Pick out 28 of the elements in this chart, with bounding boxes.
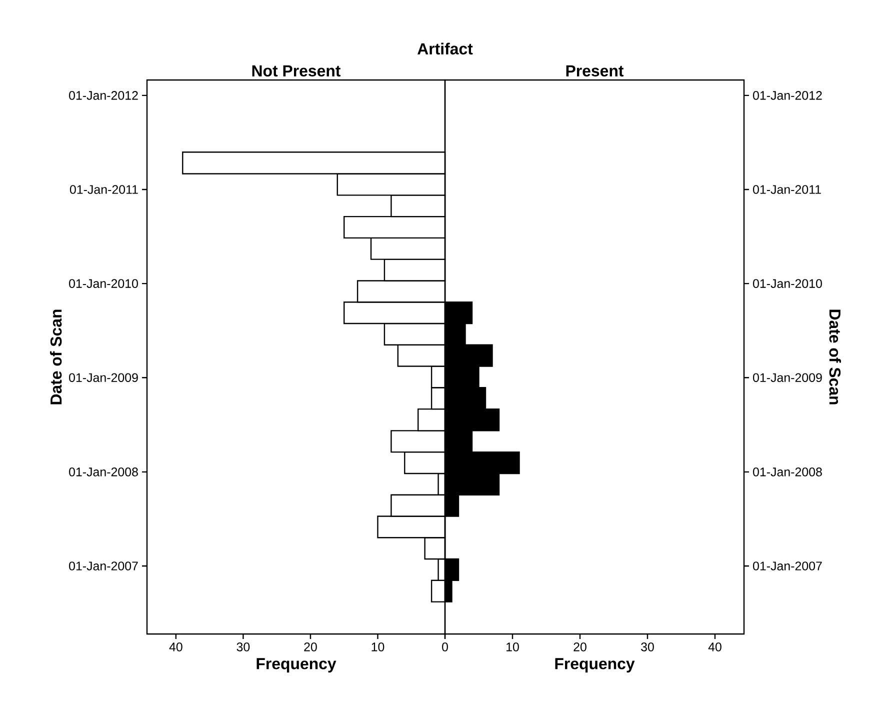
x-tick-label: 0 <box>442 642 448 652</box>
chart-title: Artifact <box>417 42 473 54</box>
x-tick-label: 20 <box>574 642 586 652</box>
x-tick-label: 10 <box>372 642 384 652</box>
y-tick-label: 01-Jan-2012 <box>69 91 138 100</box>
x-tick-label: 40 <box>708 642 722 652</box>
x-tick-label: 20 <box>304 642 317 652</box>
x-tick-label: 10 <box>506 642 519 652</box>
y-axis-title: Date of Scan <box>829 310 841 404</box>
y-tick-label: 01-Jan-2008 <box>753 468 822 476</box>
x-axis-title: Frequency <box>555 658 635 672</box>
x-tick-label: 40 <box>169 642 182 652</box>
y-tick-label: 01-Jan-2010 <box>69 279 138 288</box>
y-tick-label: 01-Jan-2008 <box>69 468 138 476</box>
y-tick-label: 01-Jan-2009 <box>753 373 822 382</box>
y-tick-label: 01-Jan-2007 <box>69 562 138 570</box>
y-tick-label: 01-Jan-2007 <box>753 562 822 570</box>
y-axis-title: Date of Scan <box>50 310 62 404</box>
x-tick-label: 30 <box>236 642 250 652</box>
y-tick-label: 01-Jan-2011 <box>753 185 821 194</box>
y-tick-label: 01-Jan-2009 <box>69 373 138 382</box>
y-tick-label: 01-Jan-2010 <box>753 279 822 288</box>
x-tick-label: 30 <box>641 642 654 652</box>
chart-subtitle: Present <box>566 65 624 76</box>
y-tick-label: 01-Jan-2011 <box>70 185 138 194</box>
chart-subtitle: Not Present <box>252 65 341 76</box>
x-axis-title: Frequency <box>256 658 336 672</box>
y-tick-label: 01-Jan-2012 <box>753 91 822 100</box>
